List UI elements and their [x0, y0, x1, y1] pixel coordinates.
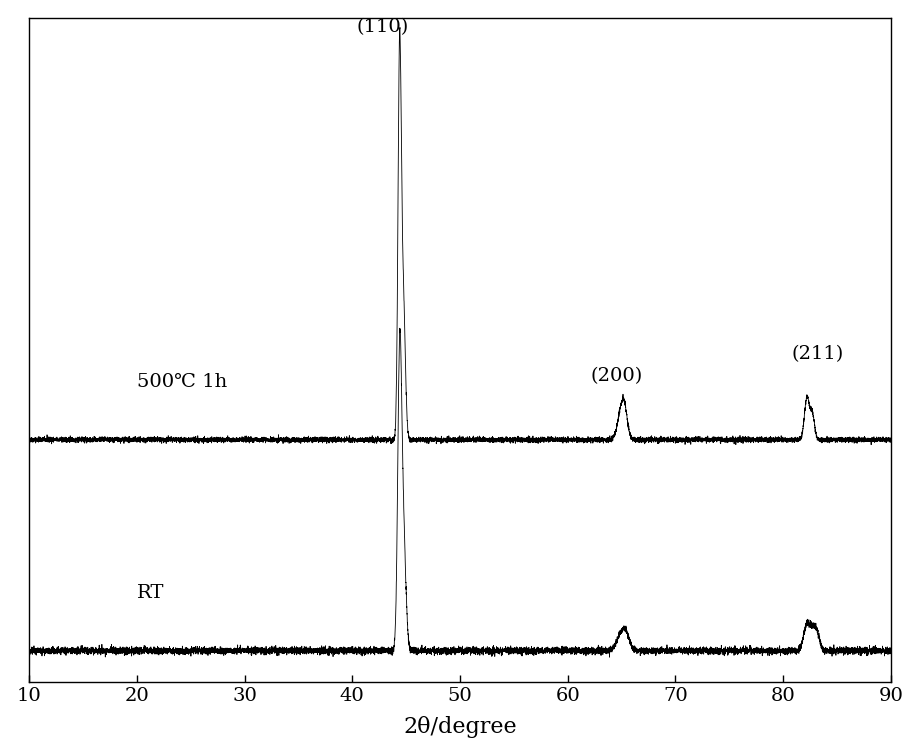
- Text: (200): (200): [589, 367, 641, 384]
- X-axis label: 2θ/degree: 2θ/degree: [403, 716, 516, 738]
- Text: 500℃ 1h: 500℃ 1h: [137, 373, 227, 391]
- Text: RT: RT: [137, 584, 165, 602]
- Text: (211): (211): [790, 346, 843, 364]
- Text: (110): (110): [356, 19, 408, 36]
